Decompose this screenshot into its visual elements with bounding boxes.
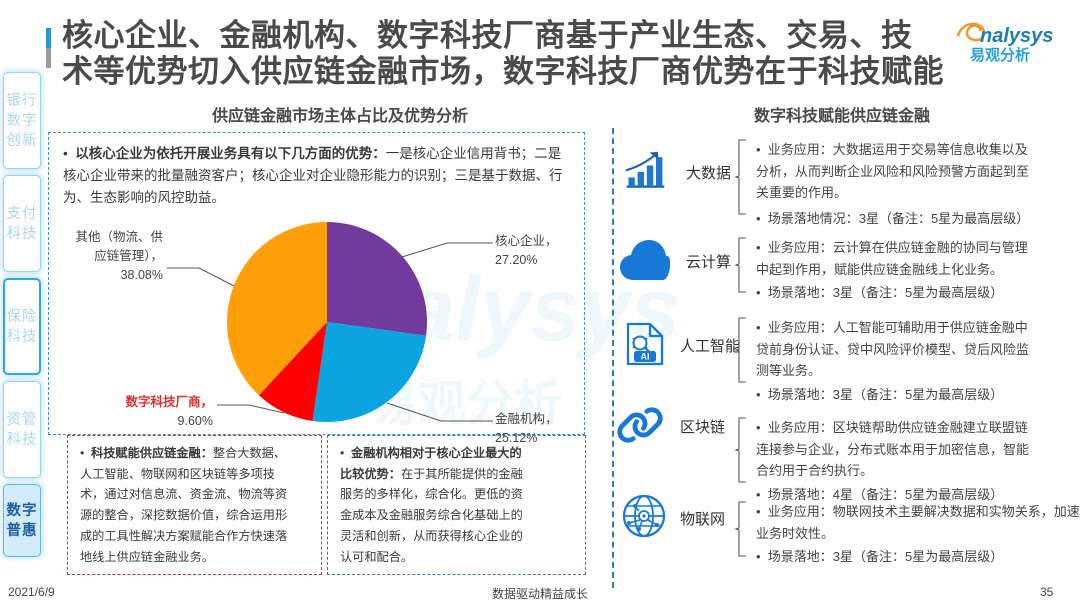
svg-text:AI: AI	[641, 352, 650, 362]
svg-text:nalysys: nalysys	[980, 25, 1053, 47]
svg-text:易观分析: 易观分析	[970, 46, 1030, 64]
